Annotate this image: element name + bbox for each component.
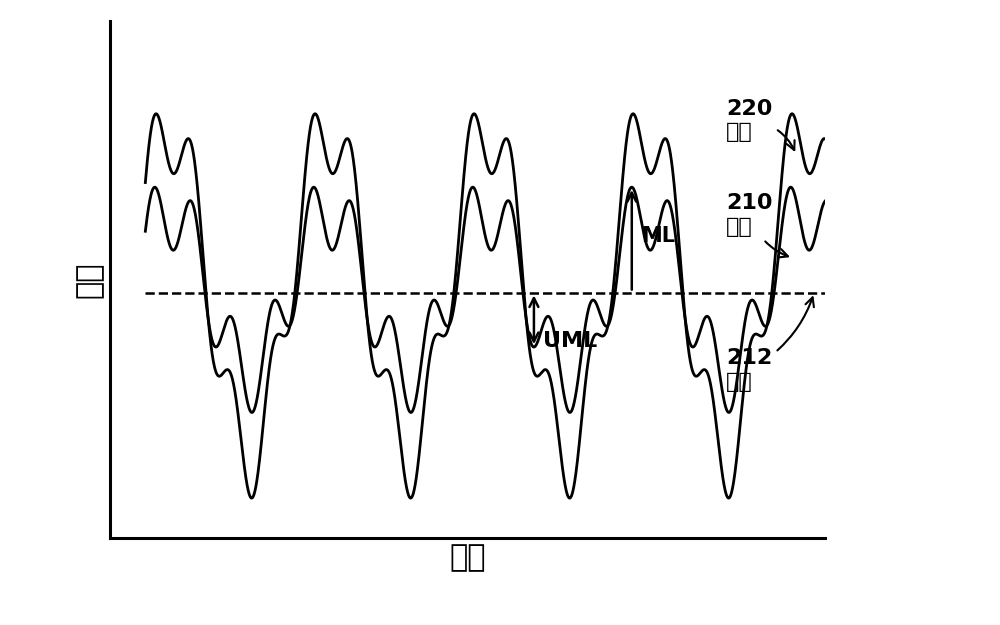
Text: 220
信号: 220 信号 <box>726 99 795 150</box>
Text: 210
信号: 210 信号 <box>726 193 788 258</box>
Text: UML: UML <box>543 331 597 351</box>
Text: 212
平均: 212 平均 <box>726 298 814 392</box>
X-axis label: 时间: 时间 <box>449 544 486 572</box>
Y-axis label: 强度: 强度 <box>75 261 104 298</box>
Text: ML: ML <box>641 226 675 246</box>
